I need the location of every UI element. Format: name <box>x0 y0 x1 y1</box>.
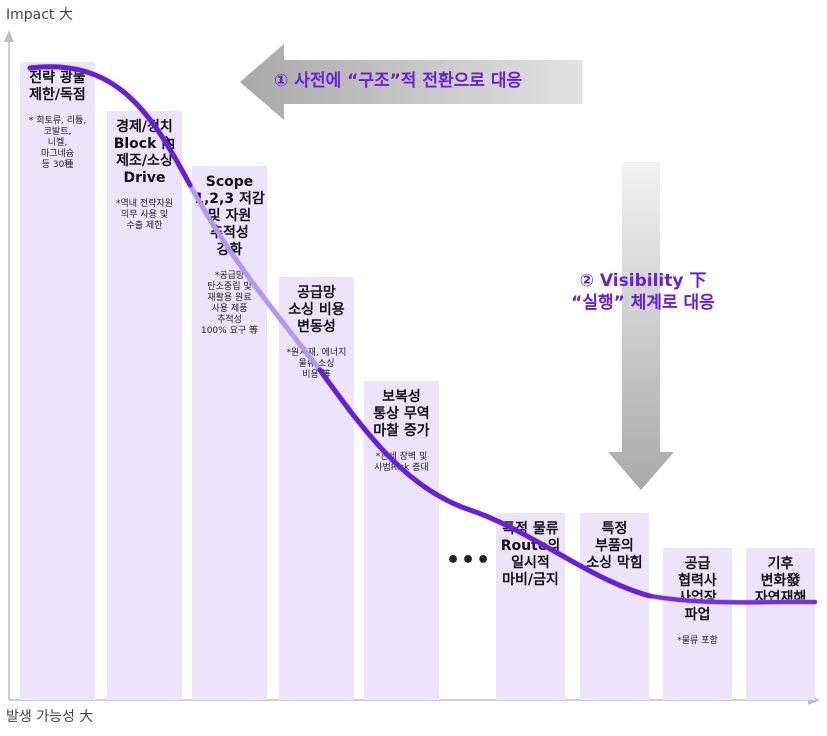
ellipsis: ••• <box>446 548 492 573</box>
risk-column-note: * 희토류, 리튬, 코발트, 니켈, 마그네슘 등 30種 <box>28 116 87 170</box>
risk-column-title: 특정 부품의 소싱 막힘 <box>586 521 643 571</box>
impact-curve-dark-mid <box>317 367 653 599</box>
risk-column-note: *물류 포함 <box>677 636 718 646</box>
down-arrow-icon <box>608 162 674 490</box>
proactive-callout: ① 사전에 “구조”적 전환으로 대응 <box>274 71 523 91</box>
risk-column-note: *공급망 탄소중립 및 재활용 원료 사용 제품 추적성 100% 요구 等 <box>200 271 258 336</box>
impact-curve-light <box>27 64 818 605</box>
y-axis-arrowhead <box>4 30 14 42</box>
risk-column: 특정 물류 Route의 일시적 마비/금지 <box>496 513 565 700</box>
risk-column: Scope 1,2,3 저감 및 자원 추적성 강화 *공급망 탄소중립 및 재활… <box>192 166 267 700</box>
y-axis-label: Impact 大 <box>6 7 73 23</box>
risk-column-title: 공급망 소싱 비용 변동성 <box>288 285 345 335</box>
risk-column: 경제/정치 Block 內 제조/소싱 Drive *역내 전략자원 의무 사용 … <box>107 111 182 700</box>
left-arrow-icon <box>240 44 582 120</box>
x-axis-label: 발생 가능성 大 <box>6 709 94 725</box>
impact-curve-dark-top <box>27 64 193 188</box>
risk-column: 공급망 소싱 비용 변동성 *원자재, 에너지 물류 소싱 비용 等 <box>279 277 354 700</box>
visibility-callout: ② Visibility 下 “실행” 체계로 대응 <box>571 271 715 313</box>
risk-column: 전략 광물 제한/독점 * 희토류, 리튬, 코발트, 니켈, 마그네슘 등 30… <box>20 62 95 700</box>
risk-column-title: 보복성 통상 무역 마찰 증가 <box>373 389 430 439</box>
risk-column: 기후 변화發 자연재해 <box>746 548 815 700</box>
risk-column-title: 전략 광물 제한/독점 <box>29 70 86 103</box>
risk-column-note: *역내 전략자원 의무 사용 및 수출 제한 <box>115 199 174 231</box>
risk-column: 보복성 통상 무역 마찰 증가 *관세 장벽 및 사법Risk 증대 <box>364 381 439 700</box>
impact-curve-dark-tail <box>648 594 817 605</box>
risk-column-title: 특정 물류 Route의 일시적 마비/금지 <box>500 521 561 588</box>
impact-curve <box>27 64 818 605</box>
risk-column: 특정 부품의 소싱 막힘 <box>580 513 649 700</box>
